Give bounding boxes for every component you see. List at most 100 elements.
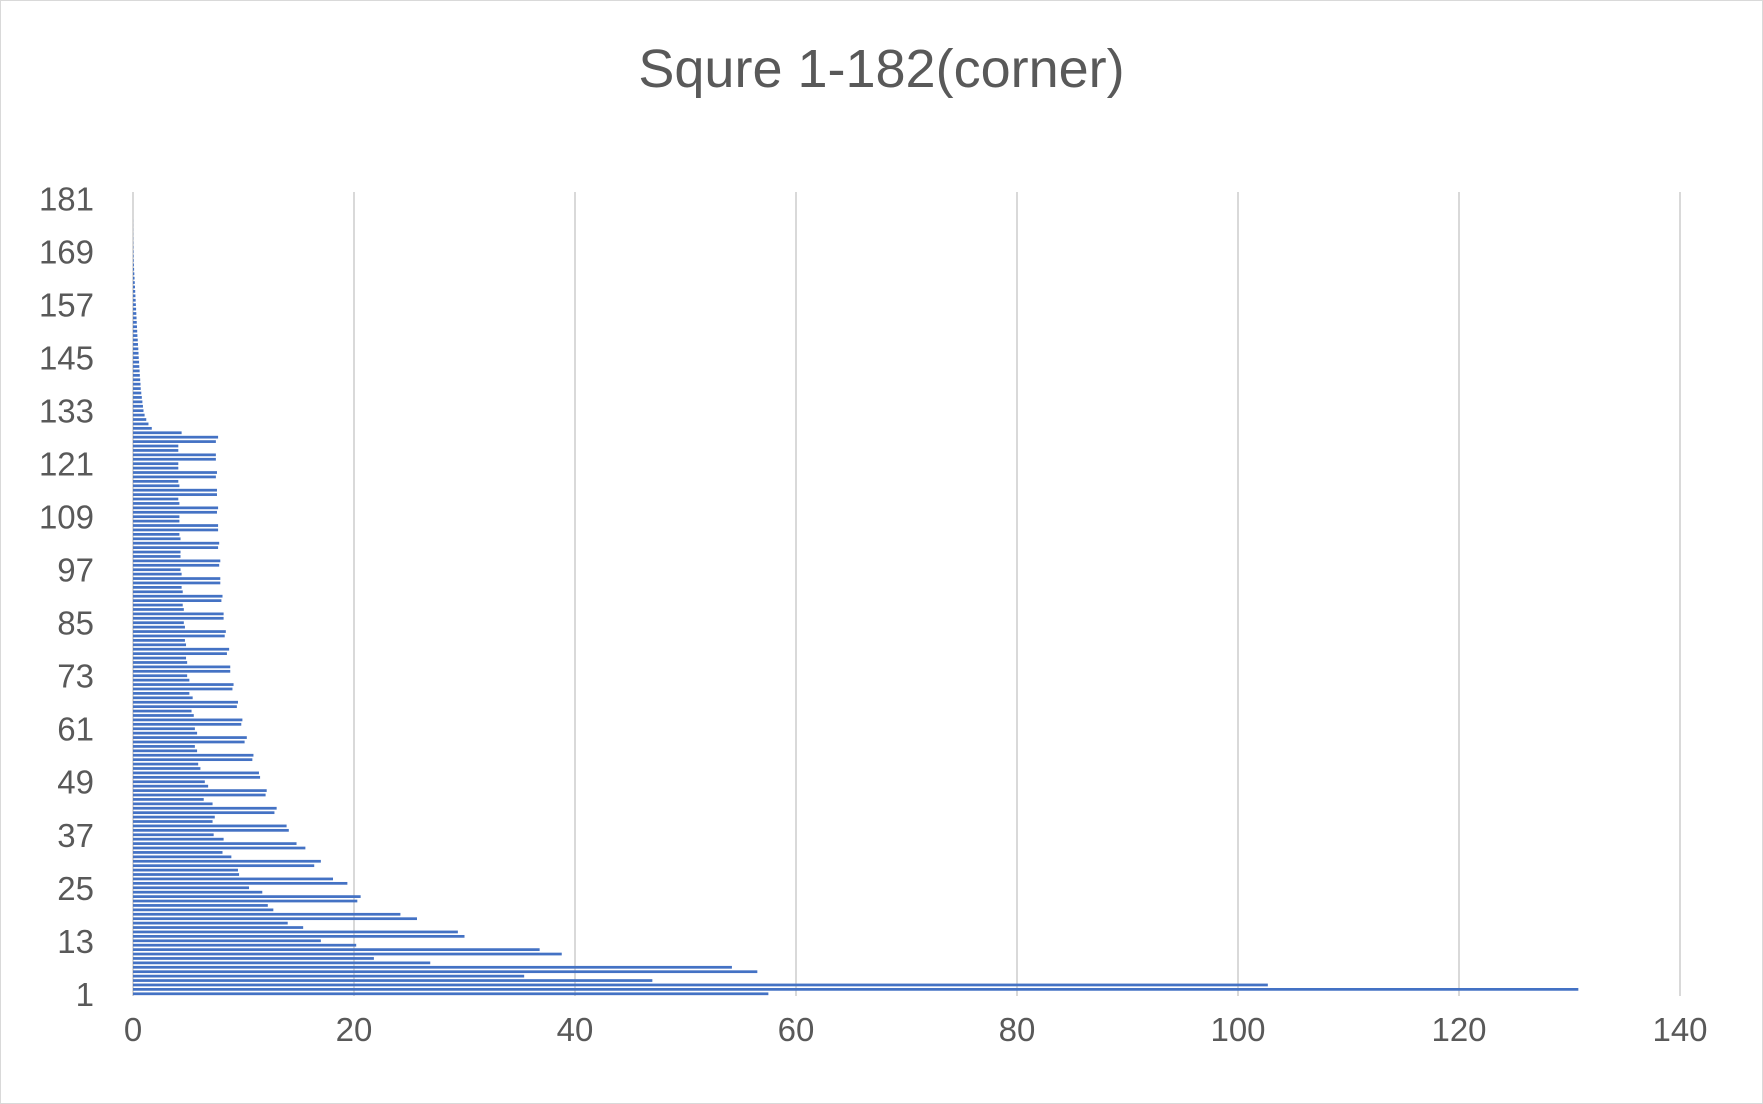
bar bbox=[133, 603, 183, 607]
bar bbox=[133, 254, 134, 258]
x-tick-label: 20 bbox=[336, 1011, 373, 1048]
bar bbox=[133, 824, 287, 828]
bar bbox=[133, 559, 221, 563]
bar bbox=[133, 471, 217, 474]
bar bbox=[133, 652, 227, 656]
bar bbox=[133, 519, 180, 523]
x-tick-label: 140 bbox=[1652, 1011, 1707, 1048]
bar bbox=[133, 647, 230, 651]
bar bbox=[133, 290, 136, 293]
bar bbox=[133, 488, 217, 492]
x-tick-label: 80 bbox=[999, 1011, 1036, 1048]
bar bbox=[133, 886, 250, 890]
bar bbox=[133, 378, 141, 382]
bar bbox=[133, 365, 140, 368]
bar bbox=[133, 908, 274, 912]
bar bbox=[133, 621, 184, 625]
bar bbox=[133, 303, 136, 307]
bar bbox=[133, 992, 769, 996]
bar bbox=[133, 687, 233, 691]
bar bbox=[133, 422, 149, 426]
bar bbox=[133, 285, 135, 289]
bar bbox=[133, 312, 137, 315]
bars bbox=[133, 219, 1579, 996]
bar bbox=[133, 965, 732, 969]
bar bbox=[133, 957, 374, 960]
bar bbox=[133, 926, 304, 929]
bar bbox=[133, 793, 266, 797]
bar bbox=[133, 329, 138, 333]
bar bbox=[133, 343, 138, 346]
bar bbox=[133, 767, 201, 770]
bar bbox=[133, 404, 143, 408]
bar bbox=[133, 524, 219, 527]
bar bbox=[133, 895, 361, 898]
bar bbox=[133, 811, 275, 815]
bar bbox=[133, 718, 243, 722]
bar bbox=[133, 771, 259, 775]
y-tick-label: 61 bbox=[57, 711, 94, 748]
bar bbox=[133, 493, 217, 496]
bar bbox=[133, 802, 213, 806]
bar bbox=[133, 815, 215, 819]
bar bbox=[133, 709, 192, 713]
y-tick-label: 133 bbox=[39, 393, 94, 430]
bar bbox=[133, 912, 401, 916]
bar bbox=[133, 758, 253, 762]
bar bbox=[133, 497, 179, 501]
bar bbox=[133, 457, 216, 461]
bar bbox=[133, 678, 190, 682]
bar bbox=[133, 625, 185, 629]
bar bbox=[133, 745, 195, 748]
bar bbox=[133, 939, 321, 943]
bar bbox=[133, 599, 222, 602]
y-tick-label: 49 bbox=[57, 764, 94, 801]
bar bbox=[133, 731, 198, 735]
bar bbox=[133, 740, 245, 744]
bar bbox=[133, 577, 221, 580]
bar bbox=[133, 369, 140, 373]
bar bbox=[133, 943, 357, 947]
bar bbox=[133, 806, 277, 810]
bar bbox=[133, 639, 185, 642]
bar bbox=[133, 373, 140, 377]
bar bbox=[133, 484, 180, 488]
y-tick-label: 13 bbox=[57, 923, 94, 960]
y-tick-label: 73 bbox=[57, 658, 94, 695]
bar bbox=[133, 572, 182, 576]
bar bbox=[133, 877, 334, 881]
bar bbox=[133, 979, 653, 982]
bar bbox=[133, 775, 261, 779]
bar bbox=[133, 426, 152, 430]
bar bbox=[133, 316, 137, 320]
bar bbox=[133, 555, 181, 558]
bar bbox=[133, 749, 198, 753]
bar bbox=[133, 466, 179, 470]
bar bbox=[133, 669, 231, 673]
bar bbox=[133, 435, 219, 439]
bar bbox=[133, 851, 223, 854]
bar bbox=[133, 934, 465, 938]
bar bbox=[133, 462, 179, 466]
bar bbox=[133, 546, 219, 549]
bar bbox=[133, 453, 216, 457]
bar bbox=[133, 705, 237, 709]
bar bbox=[133, 431, 182, 435]
y-tick-label: 1 bbox=[76, 976, 94, 1013]
bar bbox=[133, 762, 199, 766]
bar bbox=[133, 391, 142, 395]
bar bbox=[133, 859, 321, 863]
bar bbox=[133, 692, 190, 695]
bar bbox=[133, 294, 136, 298]
bar bbox=[133, 387, 141, 390]
y-tick-label: 97 bbox=[57, 552, 94, 589]
bar bbox=[133, 904, 268, 907]
bar bbox=[133, 360, 140, 364]
bar bbox=[133, 356, 139, 360]
bar bbox=[133, 325, 137, 329]
bar bbox=[133, 568, 181, 572]
bar bbox=[133, 656, 187, 660]
bar bbox=[133, 351, 139, 355]
bar bbox=[133, 444, 179, 448]
